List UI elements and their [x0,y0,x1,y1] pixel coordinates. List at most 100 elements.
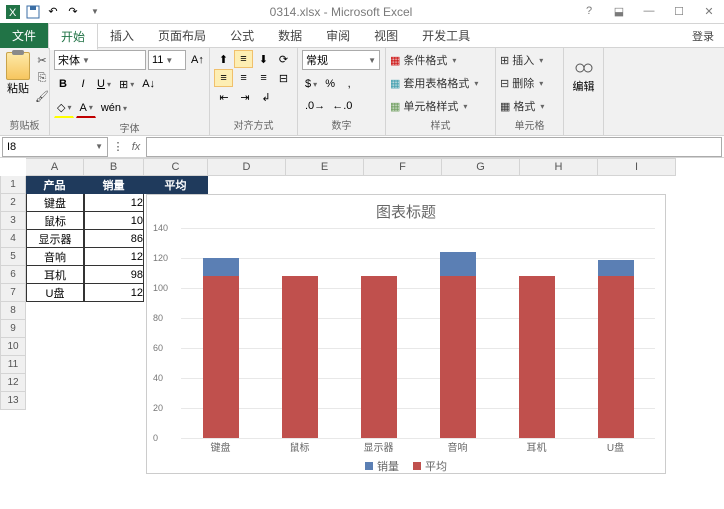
table-cell[interactable]: 键盘 [26,194,84,212]
underline-button[interactable]: U▾ [94,74,114,94]
table-cell[interactable]: 98 [84,266,144,284]
col-header[interactable]: E [286,158,364,176]
table-cell[interactable]: 鼠标 [26,212,84,230]
help-icon[interactable]: ? [578,5,600,18]
row-header[interactable]: 5 [0,248,26,266]
tab-formula[interactable]: 公式 [218,23,266,48]
row-header[interactable]: 2 [0,194,26,212]
table-cell[interactable]: 音响 [26,248,84,266]
row-header[interactable]: 1 [0,176,26,194]
row-header[interactable]: 7 [0,284,26,302]
row-header[interactable]: 12 [0,374,26,392]
row-header[interactable]: 10 [0,338,26,356]
table-cell[interactable]: 12 [84,284,144,302]
row-header[interactable]: 4 [0,230,26,248]
align-center-icon[interactable]: ≡ [234,69,253,87]
table-cell[interactable]: U盘 [26,284,84,302]
paste-button[interactable]: 粘贴 [4,50,32,98]
font-color-button[interactable]: A▾ [76,98,95,118]
tab-review[interactable]: 审阅 [314,23,362,48]
increase-decimal-button[interactable]: .0→ [302,96,328,116]
bold-button[interactable]: B [54,74,72,94]
font-size-combo[interactable]: 11▼ [148,50,186,70]
close-icon[interactable]: ✕ [698,5,720,18]
group-clipboard: 粘贴 ✂ ⎘ 🖌 剪贴板 [0,48,50,135]
login-link[interactable]: 登录 [682,24,724,48]
orientation-icon[interactable]: ⟳ [274,50,293,68]
format-table-button[interactable]: ▦套用表格格式▾ [390,73,478,93]
name-box[interactable]: I8▼ [2,137,108,157]
format-cells-button[interactable]: ▦格式▾ [500,96,544,116]
col-header[interactable]: F [364,158,442,176]
cut-icon[interactable]: ✂ [34,52,50,68]
italic-button[interactable]: I [74,74,92,94]
align-middle-icon[interactable]: ≡ [234,50,253,68]
excel-icon[interactable]: X [4,3,22,21]
row-header[interactable]: 6 [0,266,26,284]
col-header[interactable]: H [520,158,598,176]
expand-namebox-icon[interactable]: ⋮ [110,139,126,155]
ribbon-options-icon[interactable]: ⬓ [608,5,630,18]
border-button[interactable]: ⊞▾ [116,74,137,94]
tab-file[interactable]: 文件 [0,23,48,48]
phonetic-button[interactable]: wén▾ [98,98,130,118]
minimize-icon[interactable]: — [638,5,660,18]
row-header[interactable]: 8 [0,302,26,320]
table-cell[interactable]: 10 [84,212,144,230]
merge-icon[interactable]: ⊟ [274,69,293,87]
number-format-combo[interactable]: 常规▼ [302,50,380,70]
row-header[interactable]: 9 [0,320,26,338]
increase-font-icon[interactable]: A↑ [188,50,207,70]
row-header[interactable]: 11 [0,356,26,374]
indent-increase-icon[interactable]: ⇥ [235,88,255,106]
percent-button[interactable]: % [321,74,339,94]
font-name-combo[interactable]: 宋体▼ [54,50,146,70]
indent-decrease-icon[interactable]: ⇤ [214,88,234,106]
tab-layout[interactable]: 页面布局 [146,23,218,48]
conditional-format-button[interactable]: ▦条件格式▾ [390,50,456,70]
qat-dropdown-icon[interactable]: ▼ [86,3,104,21]
align-top-icon[interactable]: ⬆ [214,50,233,68]
col-header[interactable]: I [598,158,676,176]
table-cell[interactable]: 耳机 [26,266,84,284]
fill-color-button[interactable]: ◇▾ [54,98,74,118]
tab-view[interactable]: 视图 [362,23,410,48]
row-header[interactable]: 13 [0,392,26,410]
align-left-icon[interactable]: ≡ [214,69,233,87]
align-right-icon[interactable]: ≡ [254,69,273,87]
decrease-font-icon[interactable]: A↓ [139,74,158,94]
table-cell[interactable]: 12 [84,248,144,266]
copy-icon[interactable]: ⎘ [34,70,50,86]
tab-home[interactable]: 开始 [48,23,98,50]
col-header[interactable]: C [144,158,208,176]
undo-icon[interactable]: ↶ [44,3,62,21]
find-button[interactable]: 编辑 [568,50,599,94]
table-cell[interactable]: 12 [84,194,144,212]
save-icon[interactable] [24,3,42,21]
insert-cells-button[interactable]: ⊞插入▾ [500,50,543,70]
delete-cells-button[interactable]: ⊟删除▾ [500,73,543,93]
comma-button[interactable]: , [340,74,358,94]
maximize-icon[interactable]: ☐ [668,5,690,18]
wrap-text-icon[interactable]: ↲ [256,88,276,106]
fx-icon[interactable]: fx [126,141,146,153]
align-bottom-icon[interactable]: ⬇ [254,50,273,68]
table-header: 销量 [84,176,144,194]
tab-dev[interactable]: 开发工具 [410,23,482,48]
col-header[interactable]: D [208,158,286,176]
col-header[interactable]: A [26,158,84,176]
table-cell[interactable]: 86 [84,230,144,248]
row-header[interactable]: 3 [0,212,26,230]
currency-button[interactable]: $▾ [302,74,320,94]
embedded-chart[interactable]: 图表标题 020406080100120140键盘鼠标显示器音响耳机U盘 销量 … [146,194,666,474]
col-header[interactable]: B [84,158,144,176]
format-painter-icon[interactable]: 🖌 [34,88,50,104]
col-header[interactable]: G [442,158,520,176]
table-cell[interactable]: 显示器 [26,230,84,248]
formula-input[interactable] [146,137,722,157]
cell-styles-button[interactable]: ▦单元格样式▾ [390,96,467,116]
decrease-decimal-button[interactable]: ←.0 [329,96,355,116]
tab-insert[interactable]: 插入 [98,23,146,48]
redo-icon[interactable]: ↷ [64,3,82,21]
tab-data[interactable]: 数据 [266,23,314,48]
